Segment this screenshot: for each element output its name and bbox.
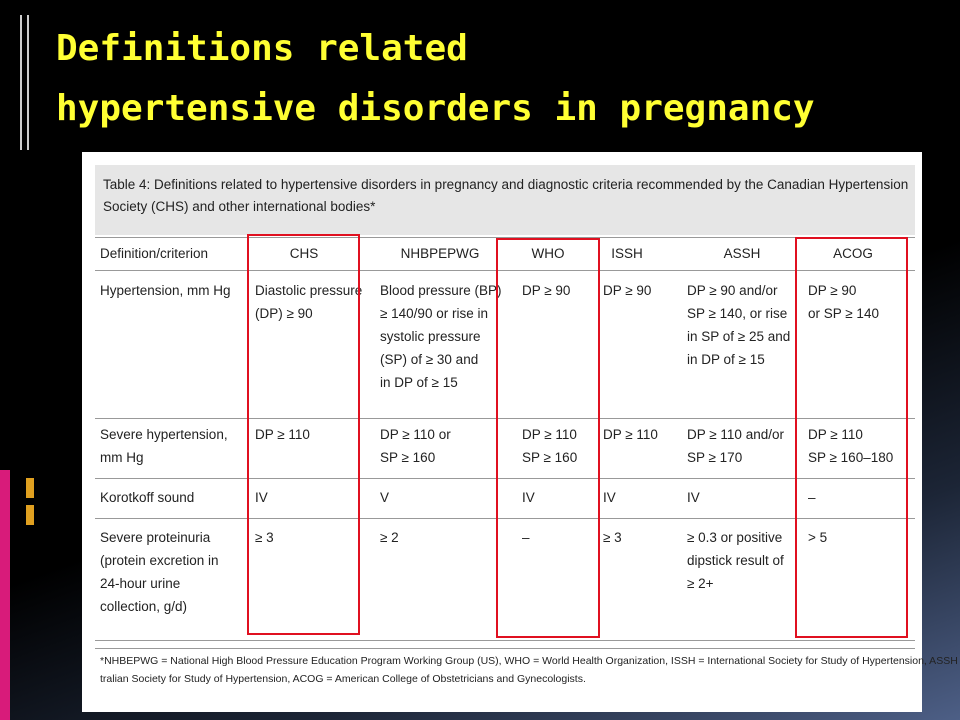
table-cell: Korotkoff sound xyxy=(100,490,195,505)
table-rule xyxy=(95,418,915,419)
table-cell: SP ≥ 160 xyxy=(522,450,578,465)
table-cell: DP ≥ 110 xyxy=(603,427,658,442)
highlight-box xyxy=(795,237,908,638)
table-cell: ≥ 3 xyxy=(603,530,622,545)
highlight-box xyxy=(247,234,360,635)
table-cell: IV xyxy=(687,490,700,505)
table-cell: – xyxy=(808,490,816,505)
table-cell: ≥ 2 xyxy=(380,530,399,545)
table-cell: DP ≥ 110 and/or xyxy=(687,427,784,442)
table-rule xyxy=(95,270,915,271)
table-cell: ≥ 3 xyxy=(255,530,274,545)
table-cell: ≥ 140/90 or rise in xyxy=(380,306,488,321)
table-cell: SP ≥ 140, or rise xyxy=(687,306,788,321)
table-cell: DP ≥ 110 xyxy=(255,427,310,442)
table-cell: Severe proteinuria xyxy=(100,530,211,545)
table-cell: Diastolic pressure xyxy=(255,283,363,298)
decor-strip xyxy=(0,470,10,720)
table-cell: Hypertension, mm Hg xyxy=(100,283,231,298)
table-cell: > 5 xyxy=(808,530,828,545)
table-cell: DP ≥ 110 xyxy=(522,427,577,442)
table-cell: collection, g/d) xyxy=(100,599,188,614)
table-cell: systolic pressure xyxy=(380,329,481,344)
footnote: *NHBEPWG = National High Blood Pressure … xyxy=(100,655,960,667)
table-rule xyxy=(95,478,915,479)
table-rule xyxy=(95,237,915,238)
table-cell: SP ≥ 160 xyxy=(380,450,436,465)
footnote: tralian Society for Study of Hypertensio… xyxy=(100,673,586,685)
decor-line xyxy=(27,15,29,150)
table-cell: ≥ 2+ xyxy=(687,576,714,591)
column-header: ISSH xyxy=(611,246,643,261)
column-header: Definition/criterion xyxy=(100,246,209,261)
table-cell: in SP of ≥ 25 and xyxy=(687,329,791,344)
table-cell: IV xyxy=(522,490,535,505)
caption-line: Society (CHS) and other international bo… xyxy=(103,199,376,214)
caption-line: Table 4: Definitions related to hyperten… xyxy=(103,177,909,192)
column-header: ASSH xyxy=(723,246,761,261)
column-header: CHS xyxy=(289,246,319,261)
table-cell: DP ≥ 90 xyxy=(522,283,571,298)
table-rule xyxy=(95,518,915,519)
column-header: NHBPEPWG xyxy=(400,246,480,261)
table-cell: DP ≥ 110 or xyxy=(380,427,451,442)
table-cell: (protein excretion in xyxy=(100,553,219,568)
table-cell: in DP of ≥ 15 xyxy=(687,352,765,367)
table-rule xyxy=(95,640,915,641)
decor-square xyxy=(26,478,34,498)
decor-line xyxy=(20,15,22,150)
table-cell: IV xyxy=(255,490,268,505)
table-cell: (SP) of ≥ 30 and xyxy=(380,352,479,367)
table-cell: V xyxy=(380,490,390,505)
table-cell: DP ≥ 90 xyxy=(808,283,857,298)
table-cell: SP ≥ 160–180 xyxy=(808,450,894,465)
table-cell: DP ≥ 110 xyxy=(808,427,863,442)
table-cell: Severe hypertension, xyxy=(100,427,228,442)
table-rule xyxy=(95,648,915,649)
table-cell: DP ≥ 90 xyxy=(603,283,652,298)
title-line: Definitions related xyxy=(56,28,468,69)
table-cell: 24-hour urine xyxy=(100,576,181,591)
table-cell: – xyxy=(522,530,530,545)
table-cell: in DP of ≥ 15 xyxy=(380,375,458,390)
column-header: ACOG xyxy=(833,246,873,261)
table-cell: or SP ≥ 140 xyxy=(808,306,879,321)
table-cell: (DP) ≥ 90 xyxy=(255,306,313,321)
table-cell: DP ≥ 90 and/or xyxy=(687,283,778,298)
table-image: Table 4: Definitions related to hyperten… xyxy=(82,152,960,712)
decor-square xyxy=(26,505,34,525)
table-cell: IV xyxy=(603,490,616,505)
table-cell: mm Hg xyxy=(100,450,144,465)
highlight-box xyxy=(496,238,600,638)
table-cell: Blood pressure (BP) xyxy=(380,283,502,298)
caption-band: Table 4: Definitions related to hyperten… xyxy=(95,165,915,235)
column-header: WHO xyxy=(531,246,565,261)
table-cell: SP ≥ 170 xyxy=(687,450,743,465)
title-line: hypertensive disorders in pregnancy xyxy=(56,88,815,129)
table-cell: dipstick result of xyxy=(687,553,784,568)
table-cell: ≥ 0.3 or positive xyxy=(687,530,783,545)
